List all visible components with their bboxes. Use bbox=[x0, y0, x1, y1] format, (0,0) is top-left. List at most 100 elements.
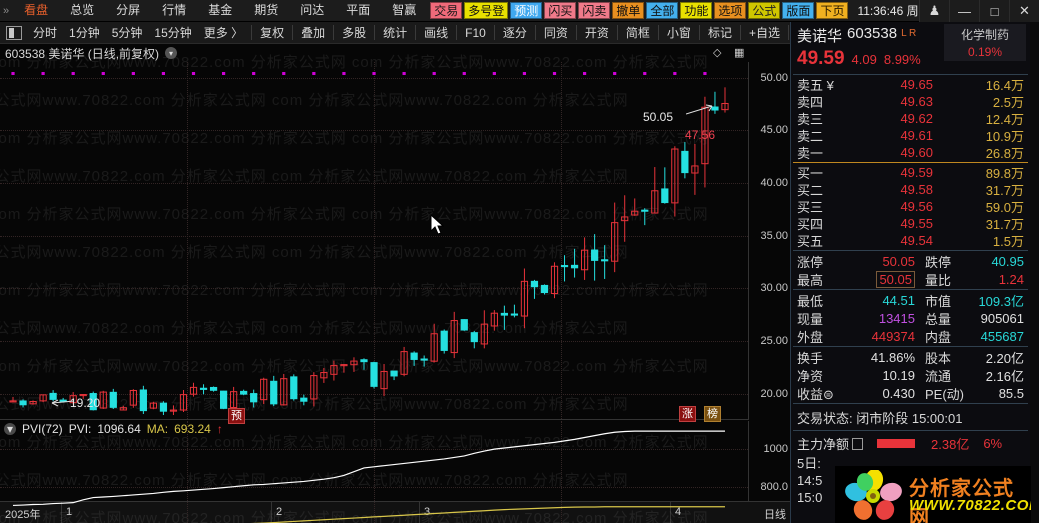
color-button-4[interactable]: 闪卖 bbox=[578, 2, 611, 19]
indicator-chart-pane[interactable] bbox=[0, 421, 748, 523]
toolbar-separator bbox=[739, 25, 741, 40]
color-button-1[interactable]: 多号登 bbox=[464, 2, 509, 19]
chevron-down-icon[interactable]: ▾ bbox=[165, 47, 178, 59]
toolbar-tool-8[interactable]: 开资 bbox=[584, 25, 609, 40]
toolbar-tool-10[interactable]: 小窗 bbox=[666, 25, 691, 40]
upper-band-dot bbox=[492, 72, 496, 75]
window-controls: ♟ — □ ✕ bbox=[919, 0, 1039, 22]
color-button-10[interactable]: 版面 bbox=[782, 2, 815, 19]
buy-level-row[interactable]: 买四 49.55 31.7万 bbox=[791, 215, 1030, 232]
sell-level-row[interactable]: 卖一 49.60 26.8万 bbox=[791, 144, 1030, 161]
toolbar-tool-4[interactable]: 画线 bbox=[424, 25, 449, 40]
sell-level-row[interactable]: 卖四 49.63 2.5万 bbox=[791, 93, 1030, 110]
chart-area[interactable]: com 分析家公式网www.70822.com 分析家公式网 com 分析家公式… bbox=[0, 44, 790, 523]
color-button-8[interactable]: 选项 bbox=[714, 2, 747, 19]
color-button-6[interactable]: 全部 bbox=[646, 2, 679, 19]
candle-body bbox=[540, 284, 549, 294]
minimize-icon[interactable]: — bbox=[949, 0, 979, 22]
price-axis-label-1: 45.00 bbox=[760, 124, 788, 137]
menu-item-4[interactable]: 基金 bbox=[208, 3, 233, 17]
upper-band-dot bbox=[673, 72, 677, 75]
indicator-chevron-icon[interactable]: ▾ bbox=[4, 422, 16, 436]
toolbar-tool-11[interactable]: 标记 bbox=[707, 25, 732, 40]
quote-panel: 美诺华 603538 L R 化学制药 0.19% 49.59 4.09 8.9… bbox=[790, 22, 1031, 523]
color-button-3[interactable]: 闪买 bbox=[544, 2, 577, 19]
toolbar-period-group: 分时 1分钟 5分钟 15分钟 更多 〉 bbox=[27, 23, 249, 43]
main-flow-label: 主力净额 bbox=[797, 437, 850, 452]
color-button-9[interactable]: 公式 bbox=[748, 2, 781, 19]
skin-icon[interactable]: ♟ bbox=[919, 0, 949, 22]
candle-body bbox=[681, 150, 689, 174]
chart-header: 603538 美诺华 (日线,前复权) ▾ bbox=[0, 44, 178, 62]
color-button-0[interactable]: 交易 bbox=[430, 2, 463, 19]
layout-icon[interactable] bbox=[6, 25, 22, 40]
menu-overflow-arrow[interactable]: » bbox=[3, 4, 10, 17]
color-button-5[interactable]: 撤单 bbox=[612, 2, 645, 19]
indicator-axis-label-0: 1000 bbox=[763, 443, 788, 456]
color-button-7[interactable]: 功能 bbox=[680, 2, 713, 19]
upper-band-dot bbox=[402, 72, 406, 75]
buy-level-row[interactable]: 买五 49.54 1.5万 bbox=[791, 232, 1030, 249]
toolbar-tool-2[interactable]: 多股 bbox=[342, 25, 367, 40]
divider-3 bbox=[793, 403, 1028, 404]
menu-item-2[interactable]: 分屏 bbox=[116, 3, 141, 17]
buy-order-book: 买一 49.59 89.8万 买二 49.58 31.7万 买三 49.56 59.0万 买四 49… bbox=[791, 164, 1030, 249]
menu-item-0[interactable]: 看盘 bbox=[24, 3, 49, 17]
buy-level-row[interactable]: 买二 49.58 31.7万 bbox=[791, 181, 1030, 198]
price-chart-pane[interactable] bbox=[0, 62, 748, 420]
toolbar-tool-12[interactable]: +自选 bbox=[748, 25, 780, 40]
tail-info-rows: 5日: 14:5 15:0 bbox=[791, 455, 1030, 506]
stat-key-2: 跌停 bbox=[925, 254, 952, 270]
stat-row: 外盘 449374 内盘 455687 bbox=[791, 327, 1030, 345]
price-vgridline bbox=[374, 62, 375, 419]
menu-item-1[interactable]: 总览 bbox=[70, 3, 95, 17]
toolbar-tool-1[interactable]: 叠加 bbox=[301, 25, 326, 40]
toolbar-period-4[interactable]: 更多 〉 bbox=[203, 25, 244, 40]
menu-item-5[interactable]: 期货 bbox=[254, 3, 279, 17]
sell-level-row[interactable]: 卖二 49.61 10.9万 bbox=[791, 127, 1030, 144]
chart-diamond-icon[interactable]: ◇ bbox=[713, 47, 722, 59]
toolbar-tool-5[interactable]: F10 bbox=[465, 25, 486, 40]
buy-level-row[interactable]: 买一 49.59 89.8万 bbox=[791, 164, 1030, 181]
toolbar-period-3[interactable]: 15分钟 bbox=[154, 25, 192, 40]
close-icon[interactable]: ✕ bbox=[1009, 0, 1039, 22]
indicator-pvi-label: PVI: bbox=[68, 422, 92, 436]
sell-level-volume: 2.5万 bbox=[992, 95, 1024, 110]
time-axis-tick-0: 1 bbox=[66, 505, 73, 518]
upper-band-dot bbox=[11, 72, 15, 75]
toolbar-separator bbox=[698, 25, 700, 40]
toolbar-tool-3[interactable]: 统计 bbox=[383, 25, 408, 40]
buy-level-row[interactable]: 买三 49.56 59.0万 bbox=[791, 198, 1030, 215]
upper-band-dot bbox=[643, 72, 647, 75]
menu-item-6[interactable]: 问达 bbox=[300, 3, 325, 17]
menu-item-3[interactable]: 行情 bbox=[162, 3, 187, 17]
stats-table: 涨停 50.05 跌停 40.95 最高 50.05 量比 1.24 最低 44.51 市值 109.… bbox=[791, 252, 1030, 402]
time-axis-tick-1: 2 bbox=[276, 505, 283, 518]
toolbar-tool-6[interactable]: 逐分 bbox=[502, 25, 527, 40]
menu-item-8[interactable]: 智赢 bbox=[392, 3, 417, 17]
candle-body bbox=[350, 360, 358, 366]
stat-key-2: 总量 bbox=[925, 311, 952, 327]
color-button-2[interactable]: 预测 bbox=[510, 2, 543, 19]
toolbar-period-2[interactable]: 5分钟 bbox=[111, 25, 143, 40]
menu-item-7[interactable]: 平面 bbox=[346, 3, 371, 17]
toolbar-tool-7[interactable]: 同资 bbox=[543, 25, 568, 40]
toolbar-period-0[interactable]: 分时 bbox=[33, 25, 58, 40]
sell-level-row[interactable]: 卖五 ¥ 49.65 16.4万 bbox=[791, 76, 1030, 93]
toolbar-tool-0[interactable]: 复权 bbox=[260, 25, 285, 40]
toolbar-tool-9[interactable]: 简框 bbox=[625, 25, 650, 40]
upper-band-dot bbox=[582, 72, 587, 75]
sector-box[interactable]: 化学制药 0.19% bbox=[944, 24, 1026, 61]
sell-level-row[interactable]: 卖三 49.62 12.4万 bbox=[791, 110, 1030, 127]
list-icon[interactable] bbox=[852, 437, 864, 450]
stat-value: 13415 bbox=[878, 310, 915, 326]
sell-order-book: 卖五 ¥ 49.65 16.4万 卖四 49.63 2.5万 卖三 49.62 12.4万 卖二 4… bbox=[791, 76, 1030, 161]
maximize-icon[interactable]: □ bbox=[979, 0, 1009, 22]
color-button-11[interactable]: 下页 bbox=[816, 2, 849, 19]
candle-body bbox=[59, 399, 67, 403]
chart-panel-icon[interactable]: ▦ bbox=[734, 47, 745, 59]
toolbar-separator bbox=[575, 25, 577, 40]
upper-band-dot bbox=[101, 72, 105, 75]
buy-level-volume: 59.0万 bbox=[985, 200, 1024, 215]
toolbar-period-1[interactable]: 1分钟 bbox=[69, 25, 100, 40]
